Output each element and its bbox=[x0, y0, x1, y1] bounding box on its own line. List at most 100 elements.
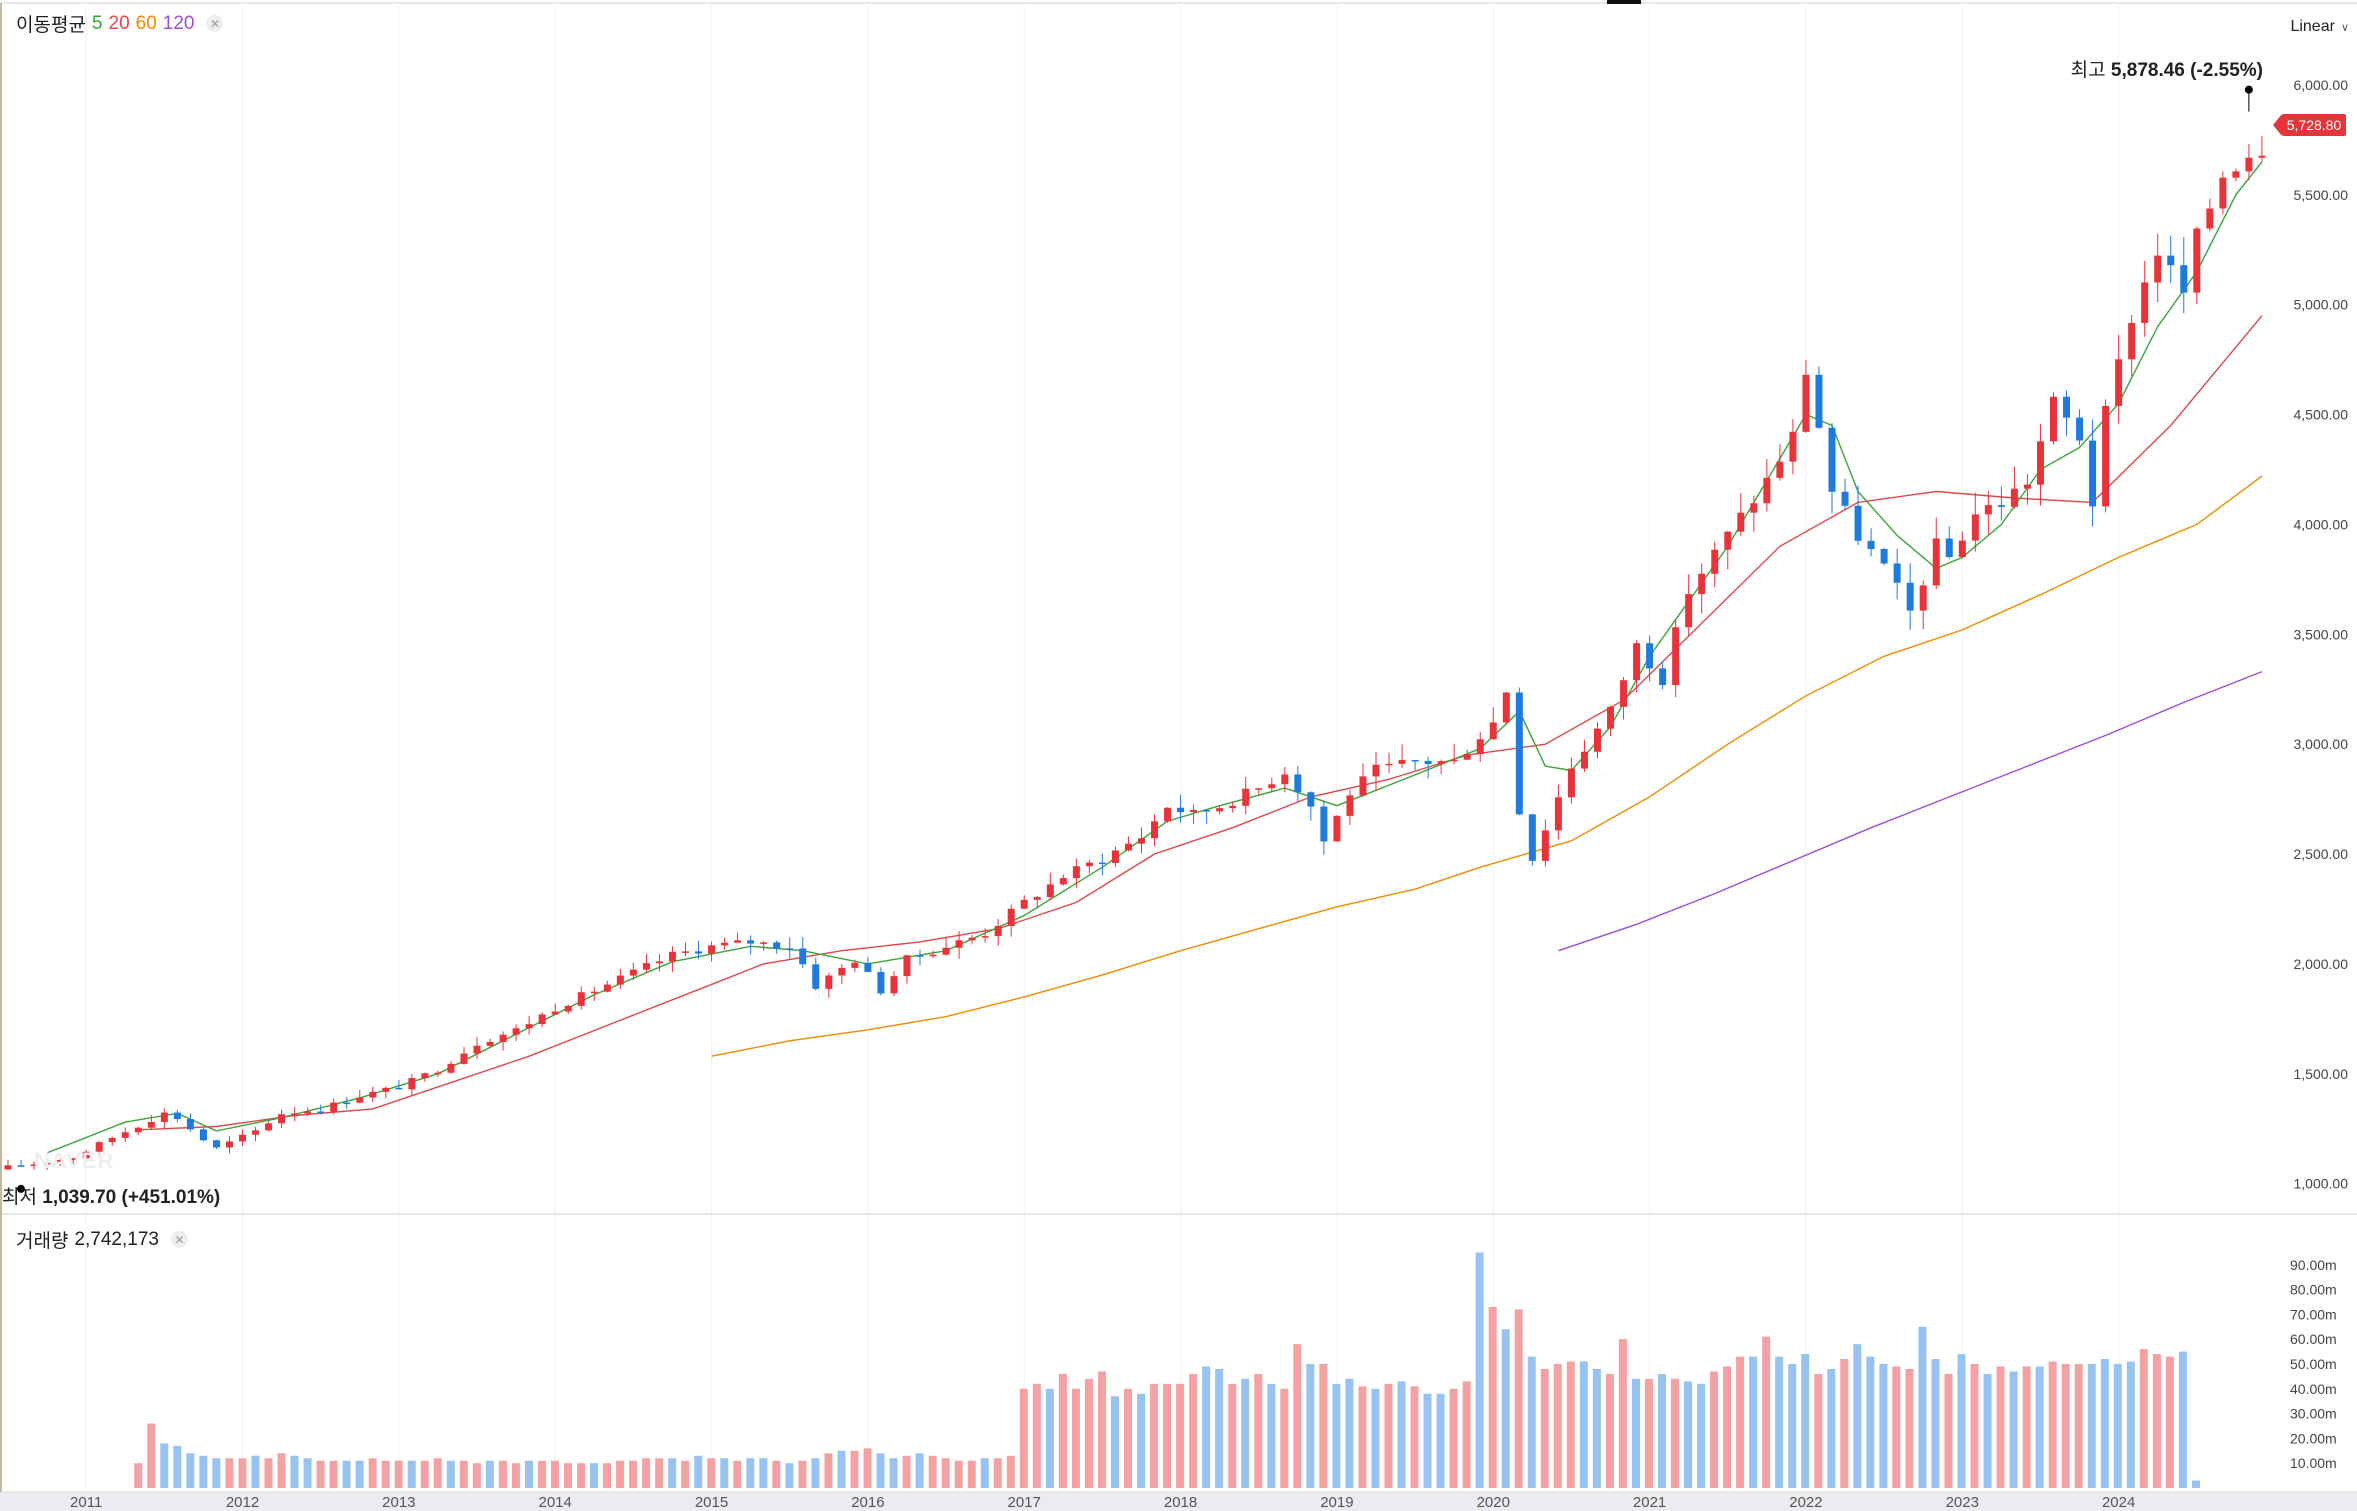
volume-bar bbox=[1527, 1356, 1536, 1488]
ma-legend-60[interactable]: 60 bbox=[135, 12, 157, 34]
volume-bar bbox=[655, 1458, 664, 1488]
volume-bar bbox=[668, 1458, 677, 1488]
current-price-badge: 5,728.80 bbox=[2273, 114, 2346, 136]
x-tick-label: 2018 bbox=[1164, 1494, 1197, 1511]
volume-bar bbox=[381, 1460, 390, 1488]
volume-tick-label: 60.00m bbox=[2290, 1331, 2337, 1347]
close-ma-indicator-icon[interactable]: ✕ bbox=[206, 15, 224, 32]
volume-legend-title: 거래량 bbox=[16, 1231, 69, 1252]
candle-body bbox=[864, 962, 872, 972]
candle-body bbox=[2180, 265, 2188, 293]
candle-body bbox=[1672, 627, 1680, 686]
candle-body bbox=[1984, 505, 1992, 515]
volume-bar bbox=[1293, 1344, 1302, 1488]
x-tick-label: 2019 bbox=[1320, 1494, 1353, 1511]
volume-bar bbox=[1918, 1326, 1927, 1488]
volume-bar bbox=[433, 1458, 442, 1488]
candle-body bbox=[1698, 573, 1706, 595]
volume-bar bbox=[1202, 1366, 1211, 1488]
candle-body bbox=[968, 937, 976, 941]
volume-bar bbox=[1736, 1356, 1745, 1488]
moving-average-lines bbox=[46, 161, 2263, 1154]
high-value: 5,878.46 (-2.55%) bbox=[2110, 60, 2263, 81]
y-tick-label: 6,000.00 bbox=[2294, 77, 2349, 93]
candle-body bbox=[734, 940, 742, 943]
volume-bar bbox=[1475, 1252, 1484, 1488]
candle-body bbox=[916, 955, 924, 957]
x-tick-label: 2015 bbox=[695, 1494, 728, 1511]
candle-body bbox=[1281, 774, 1289, 785]
candle-body bbox=[1815, 374, 1823, 428]
volume-bar bbox=[1866, 1356, 1875, 1488]
candle-body bbox=[786, 948, 794, 950]
volume-bar bbox=[1723, 1366, 1732, 1488]
candle-body bbox=[225, 1141, 233, 1148]
volume-bar bbox=[2087, 1364, 2096, 1488]
volume-bar bbox=[1775, 1356, 1784, 1488]
candle-body bbox=[1659, 668, 1667, 686]
candle-body bbox=[317, 1111, 325, 1113]
candle-body bbox=[239, 1134, 247, 1142]
volume-bar bbox=[811, 1458, 820, 1488]
y-tick-label: 4,000.00 bbox=[2294, 516, 2349, 532]
candle-body bbox=[447, 1063, 455, 1073]
volume-bar bbox=[342, 1460, 351, 1488]
candle-body bbox=[434, 1072, 442, 1075]
candle-body bbox=[2063, 396, 2071, 418]
volume-bar bbox=[1462, 1381, 1471, 1488]
volume-bar bbox=[1801, 1354, 1810, 1488]
candle-body bbox=[1190, 810, 1198, 813]
volume-bar bbox=[1189, 1373, 1198, 1488]
naver-watermark: NAVER bbox=[34, 1148, 115, 1173]
volume-tick-label: 20.00m bbox=[2290, 1430, 2337, 1446]
volume-bar bbox=[1931, 1359, 1940, 1488]
volume-bar bbox=[1644, 1378, 1653, 1488]
volume-bar bbox=[173, 1445, 182, 1488]
volume-bar bbox=[225, 1458, 234, 1488]
candle-body bbox=[1880, 548, 1888, 564]
volume-bar bbox=[798, 1460, 807, 1488]
close-volume-indicator-icon[interactable]: ✕ bbox=[170, 1231, 188, 1248]
volume-bar bbox=[1449, 1388, 1458, 1488]
candle-body bbox=[695, 951, 703, 954]
volume-bar bbox=[1631, 1378, 1640, 1488]
candle-body bbox=[499, 1034, 507, 1042]
candle-body bbox=[747, 940, 755, 944]
ma-legend-20[interactable]: 20 bbox=[108, 12, 130, 34]
candle-body bbox=[1320, 806, 1328, 842]
candle-body bbox=[1268, 784, 1276, 789]
candle-body bbox=[2089, 440, 2097, 507]
x-tick-label: 2016 bbox=[851, 1494, 884, 1511]
volume-bar bbox=[212, 1458, 221, 1488]
candle-body bbox=[1033, 897, 1041, 900]
volume-bar bbox=[186, 1453, 195, 1488]
y-tick-label: 3,000.00 bbox=[2294, 736, 2349, 752]
volume-bar bbox=[954, 1460, 963, 1488]
volume-bar bbox=[1110, 1396, 1119, 1488]
volume-bar bbox=[1176, 1383, 1185, 1488]
x-tick-label: 2011 bbox=[70, 1494, 102, 1511]
candle-body bbox=[1242, 788, 1250, 806]
volume-bar bbox=[850, 1450, 859, 1488]
candle-body bbox=[199, 1129, 207, 1141]
volume-bar bbox=[1436, 1393, 1445, 1488]
volume-bar bbox=[1319, 1364, 1328, 1488]
candle-body bbox=[1450, 759, 1458, 762]
candle-body bbox=[2245, 157, 2253, 172]
candle-body bbox=[994, 925, 1002, 937]
candle-body bbox=[17, 1165, 25, 1167]
low-label: 최저 bbox=[2, 1187, 37, 1208]
candle-body bbox=[903, 955, 911, 977]
candle-body bbox=[1020, 899, 1028, 909]
scale-mode-dropdown[interactable]: Linear ∨ bbox=[2290, 18, 2349, 36]
ma-legend-5[interactable]: 5 bbox=[91, 12, 103, 34]
candle-body bbox=[265, 1123, 273, 1131]
ma-legend-120[interactable]: 120 bbox=[162, 12, 195, 34]
candle-body bbox=[1737, 512, 1745, 532]
volume-bar bbox=[733, 1460, 742, 1488]
candle-body bbox=[512, 1028, 520, 1035]
y-tick-label: 1,000.00 bbox=[2294, 1176, 2349, 1192]
volume-bar bbox=[1579, 1361, 1588, 1488]
candle-body bbox=[173, 1112, 181, 1120]
